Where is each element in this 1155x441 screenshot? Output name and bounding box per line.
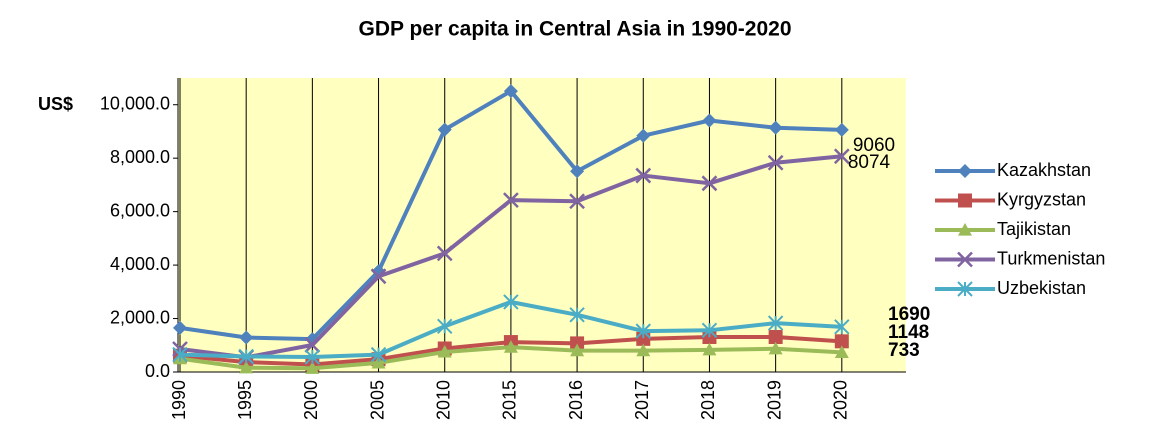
data-point: [834, 319, 850, 335]
data-point: [702, 113, 717, 128]
legend-marker: [957, 251, 973, 268]
chart-title: GDP per capita in Central Asia in 1990-2…: [358, 18, 791, 41]
data-point: [702, 342, 717, 356]
x-tick-label: 2000: [301, 380, 321, 420]
y-tick-label: 8,000.0: [110, 147, 170, 167]
series: [172, 148, 850, 366]
y-tick-label: 4,000.0: [110, 254, 170, 274]
y-tick-label: 2,000.0: [110, 307, 170, 327]
legend-marker: [958, 223, 972, 236]
x-tick-label: 2019: [764, 380, 784, 420]
data-point: [767, 154, 784, 171]
data-point: [636, 343, 651, 357]
data-point: [834, 122, 849, 137]
plot-area: [178, 78, 906, 372]
data-point: [436, 245, 453, 262]
data-point: [768, 329, 783, 344]
x-tick-label: 2005: [367, 380, 387, 420]
data-point: [503, 192, 519, 209]
data-point: [701, 175, 718, 192]
x-tick-label: 2020: [831, 380, 851, 420]
data-point: [635, 323, 651, 339]
data-point: [635, 167, 652, 184]
x-tick-label: 2016: [566, 380, 586, 420]
data-point: [173, 320, 187, 335]
data-label: 9060: [853, 135, 895, 156]
data-point: [503, 84, 518, 99]
x-tick-label: 1990: [169, 380, 189, 420]
data-point: [833, 148, 850, 165]
data-point: [172, 346, 188, 363]
data-point: [371, 355, 386, 369]
data-point: [304, 337, 321, 353]
legend-marker: [957, 281, 973, 297]
data-point: [503, 294, 519, 310]
data-point: [636, 128, 651, 143]
data-point: [768, 341, 783, 355]
data-point: [370, 346, 387, 363]
x-tick-label: 2010: [433, 380, 453, 420]
series: [173, 340, 849, 374]
data-point: [305, 361, 320, 374]
legend-label: Kazakhstan: [997, 160, 1091, 180]
data-point: [701, 322, 718, 339]
data-point: [834, 345, 849, 359]
x-tick-label: 2017: [632, 380, 652, 420]
data-point: [503, 340, 518, 353]
data-point: [239, 330, 254, 345]
data-point: [570, 336, 585, 351]
data-point: [238, 348, 254, 365]
data-point: [437, 122, 452, 137]
legend-marker: [958, 164, 972, 178]
data-point: [239, 360, 254, 374]
x-tick-label: 2018: [698, 380, 718, 420]
data-label: 733: [888, 340, 920, 361]
x-tick-label: 1995: [235, 380, 255, 420]
legend-label: Tajikistan: [997, 219, 1071, 239]
data-point: [370, 268, 387, 285]
data-label: 8074: [848, 152, 891, 173]
series: [172, 294, 850, 365]
data-label: 1690: [888, 304, 930, 325]
data-point: [304, 349, 321, 365]
y-tick-label: 10,000.0: [100, 93, 170, 113]
x-tick-label: 2015: [500, 380, 520, 420]
data-label: 1148: [888, 322, 929, 343]
data-point: [570, 164, 585, 179]
y-axis-label: US$: [38, 94, 73, 114]
data-point: [768, 120, 783, 135]
data-point: [569, 193, 585, 210]
data-point: [570, 343, 585, 357]
y-tick-label: 6,000.0: [110, 200, 170, 220]
data-point: [834, 334, 849, 349]
data-point: [437, 318, 453, 335]
data-point: [437, 344, 452, 358]
data-point: [569, 307, 585, 323]
legend-label: Kyrgyzstan: [997, 189, 1086, 209]
y-tick-label: 0.0: [145, 361, 170, 381]
legend-label: Uzbekistan: [997, 278, 1086, 298]
data-point: [767, 315, 784, 331]
legend-label: Turkmenistan: [997, 248, 1105, 268]
legend-marker: [958, 193, 972, 208]
